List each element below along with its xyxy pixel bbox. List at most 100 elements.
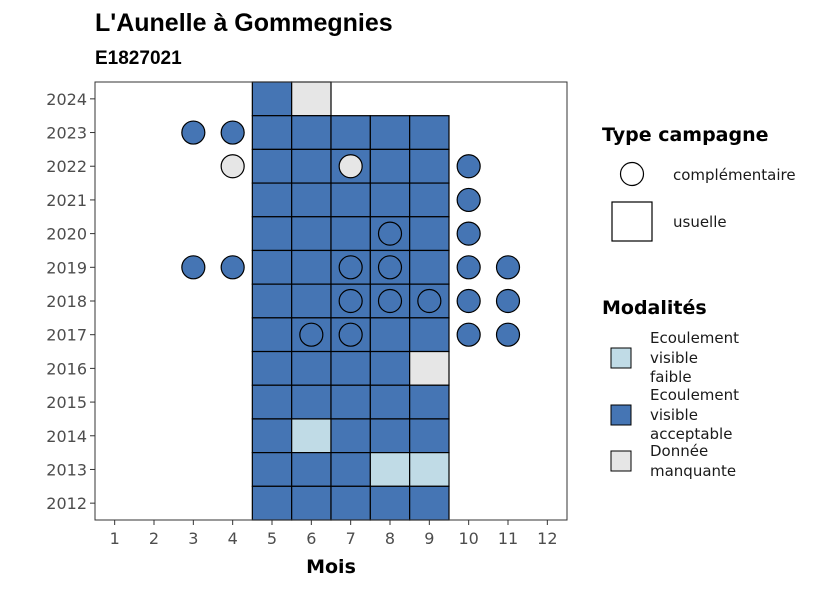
point-2022-7	[338, 154, 363, 179]
point-2019-3	[181, 255, 206, 280]
cell-2020-7	[330, 216, 371, 252]
point-2019-10	[456, 255, 481, 280]
cell-2024-5	[251, 81, 293, 117]
legend-label-complementaire: complémentaire	[673, 166, 796, 184]
cell-2016-9	[409, 350, 450, 386]
legend-label-manquante-line1: Donnée	[650, 442, 708, 460]
point-2023-4	[220, 120, 245, 145]
cell-2014-9	[409, 418, 450, 454]
y-tick-label-2020: 2020	[46, 225, 87, 244]
cell-2015-6	[291, 384, 332, 420]
cell-2013-7	[330, 452, 371, 487]
point-2020-8	[377, 221, 403, 246]
legend-key-faible	[610, 347, 632, 369]
cell-2017-8	[369, 317, 411, 353]
cell-2015-9	[409, 384, 450, 420]
cell-2017-9	[409, 317, 450, 353]
cell-2021-8	[369, 182, 411, 218]
cell-2018-5	[251, 283, 293, 319]
cell-2012-7	[330, 485, 371, 521]
x-tick-label-7: 7	[346, 529, 356, 548]
cell-2023-7	[330, 115, 371, 150]
x-tick-label-12: 12	[537, 529, 557, 548]
legend-key-usuelle	[611, 201, 653, 242]
legend-key-complementaire	[619, 161, 645, 187]
y-tick-label-2021: 2021	[46, 191, 87, 210]
point-2020-10	[456, 221, 481, 246]
cell-2014-8	[369, 418, 411, 454]
cell-2022-9	[409, 148, 450, 184]
point-2017-11	[495, 322, 521, 347]
cell-2015-5	[251, 384, 293, 420]
point-2019-7	[338, 255, 363, 280]
x-axis-title: Mois	[306, 556, 356, 578]
x-tick-label-9: 9	[424, 529, 434, 548]
x-tick-label-10: 10	[458, 529, 478, 548]
cell-2022-8	[369, 148, 411, 184]
y-tick-label-2018: 2018	[46, 292, 87, 311]
y-tick-label-2012: 2012	[46, 494, 87, 513]
legend-title-modalites: Modalités	[602, 297, 707, 319]
legend-label-faible-line1: Ecoulement	[650, 329, 739, 347]
legend-label-faible-line3: faible	[650, 368, 692, 386]
legend-label-acceptable-line1: Ecoulement	[650, 386, 739, 404]
legend-label-acceptable-line3: acceptable	[650, 425, 732, 443]
cell-2022-6	[291, 148, 332, 184]
cell-2023-9	[409, 115, 450, 150]
y-tick-label-2023: 2023	[46, 124, 87, 143]
point-2021-10	[456, 187, 481, 213]
cell-2020-5	[251, 216, 293, 252]
cell-2016-6	[291, 350, 332, 386]
point-2017-7	[338, 322, 363, 347]
point-2018-10	[456, 288, 481, 314]
cell-2019-6	[291, 249, 332, 285]
legend-label-acceptable-line2: visible	[650, 406, 698, 424]
y-tick-label-2015: 2015	[46, 393, 87, 412]
chart-subtitle: E1827021	[95, 48, 182, 69]
legend-label-faible-line2: visible	[650, 349, 698, 367]
point-2019-8	[377, 255, 403, 280]
legend-title-type-campagne: Type campagne	[602, 124, 769, 146]
x-tick-label-2: 2	[149, 529, 159, 548]
cell-2015-8	[369, 384, 411, 420]
cell-2023-8	[369, 115, 411, 150]
cell-2014-5	[251, 418, 293, 454]
cell-2020-6	[291, 216, 332, 252]
y-tick-label-2024: 2024	[46, 90, 87, 109]
cell-2014-6	[291, 418, 332, 454]
cell-2013-6	[291, 452, 332, 487]
point-2019-4	[220, 255, 245, 280]
point-2019-11	[495, 255, 521, 280]
point-2017-6	[299, 322, 324, 347]
legend-label-manquante-line2: manquante	[650, 462, 736, 480]
cell-2021-9	[409, 182, 450, 218]
cell-2024-6	[291, 81, 332, 117]
cell-2013-8	[369, 452, 411, 487]
cell-2014-7	[330, 418, 371, 454]
point-2022-10	[456, 154, 481, 179]
x-tick-label-5: 5	[267, 529, 277, 548]
point-2018-7	[338, 288, 363, 314]
cell-2022-5	[251, 148, 293, 184]
y-tick-label-2017: 2017	[46, 326, 87, 345]
legend-key-manquante	[610, 450, 632, 472]
cell-2021-6	[291, 182, 332, 218]
cell-2020-9	[409, 216, 450, 252]
cell-2012-8	[369, 485, 411, 521]
cell-2012-5	[251, 485, 293, 521]
cell-2023-5	[251, 115, 293, 150]
y-axis: 2012 2013 2014 2015 2016 2017 2018 2019 2020 2021…	[46, 90, 95, 513]
y-tick-label-2014: 2014	[46, 427, 87, 446]
x-tick-label-8: 8	[385, 529, 395, 548]
point-2023-3	[181, 120, 206, 145]
cell-2012-9	[409, 485, 450, 521]
legend-label-usuelle: usuelle	[673, 213, 727, 231]
legend-type-campagne: Type campagne complémentaire usuelle	[602, 124, 796, 242]
cell-2017-5	[251, 317, 293, 353]
cell-2015-7	[330, 384, 371, 420]
cell-2016-8	[369, 350, 411, 386]
chart-title: L'Aunelle à Gommegnies	[95, 9, 393, 37]
x-axis: 1 2 3 4 5 6 7 8 9 10 11 12	[110, 520, 558, 548]
y-tick-label-2022: 2022	[46, 157, 87, 176]
